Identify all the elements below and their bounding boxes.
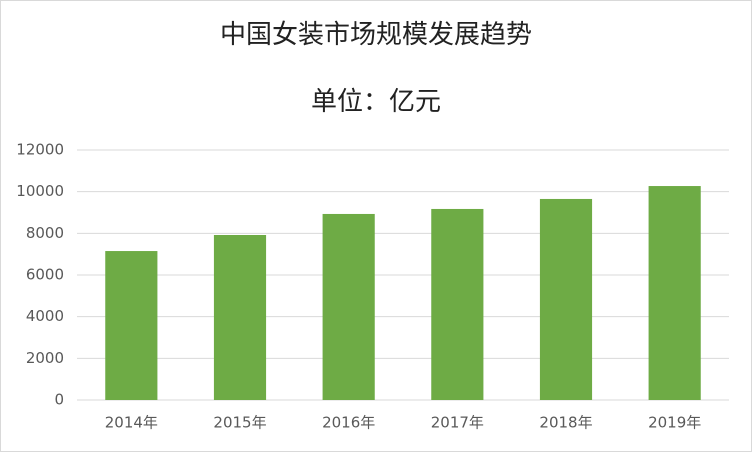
bar bbox=[431, 208, 484, 400]
x-tick-label: 2014年 bbox=[105, 414, 158, 432]
x-tick-label: 2016年 bbox=[322, 414, 375, 432]
x-tick-label: 2019年 bbox=[648, 414, 701, 432]
y-tick-label: 10000 bbox=[16, 182, 64, 200]
bar bbox=[648, 186, 701, 400]
x-tick-label: 2017年 bbox=[431, 414, 484, 432]
y-tick-label: 0 bbox=[54, 391, 64, 409]
y-tick-label: 6000 bbox=[26, 266, 64, 284]
y-tick-label: 2000 bbox=[26, 349, 64, 367]
x-tick-label: 2015年 bbox=[213, 414, 266, 432]
chart-subtitle: 单位：亿元 bbox=[311, 87, 441, 117]
chart-title: 中国女装市场规模发展趋势 bbox=[220, 20, 532, 50]
x-tick-label: 2018年 bbox=[539, 414, 592, 432]
bar bbox=[213, 235, 267, 400]
y-tick-label: 12000 bbox=[16, 141, 64, 159]
bar bbox=[105, 251, 158, 400]
y-tick-label: 4000 bbox=[26, 307, 64, 325]
bar bbox=[322, 213, 375, 400]
bar bbox=[539, 198, 593, 400]
y-tick-label: 8000 bbox=[26, 224, 64, 242]
